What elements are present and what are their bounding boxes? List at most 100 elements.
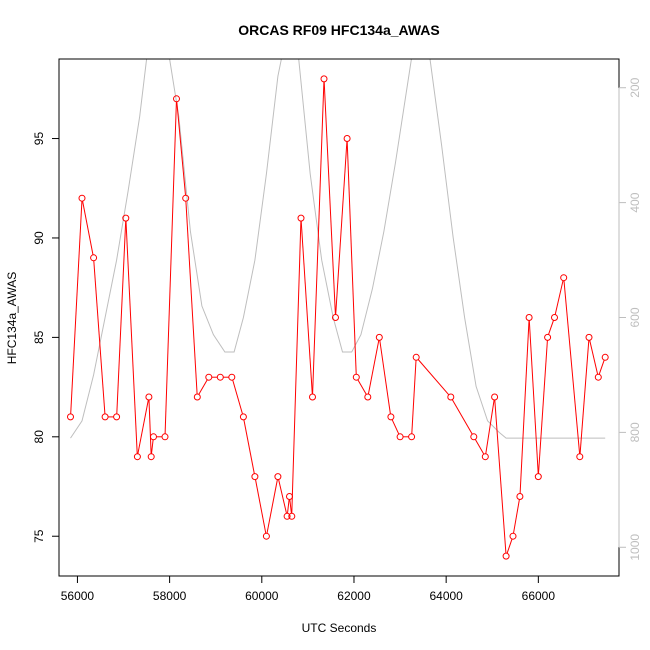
y-tick-label: 90	[32, 231, 46, 245]
secondary-series-line	[70, 59, 606, 439]
series-segment	[391, 419, 400, 435]
series-segment	[151, 439, 154, 454]
series-segment	[82, 201, 94, 255]
series-segment	[93, 260, 106, 414]
x-tick-label: 56000	[61, 589, 95, 603]
data-point	[343, 135, 351, 142]
data-point	[560, 274, 568, 282]
data-point	[286, 493, 293, 500]
y2-axis: 200 400 600 800 1000	[618, 77, 642, 561]
data-point	[297, 214, 305, 222]
data-point	[544, 333, 552, 341]
y2-tick-label: 600	[628, 307, 642, 327]
data-point	[288, 512, 296, 520]
series-segment	[598, 359, 605, 375]
data-point	[78, 194, 86, 202]
series-segment	[312, 81, 325, 395]
series-segment	[548, 320, 554, 335]
data-point	[216, 373, 224, 381]
data-point	[90, 254, 98, 262]
data-point	[525, 314, 533, 321]
x-tick-label: 66000	[522, 589, 556, 603]
series-segment	[579, 340, 590, 454]
x-tick-label: 58000	[153, 589, 187, 603]
series-segment	[589, 340, 599, 375]
series-segment	[451, 399, 473, 435]
data-point	[594, 373, 602, 381]
series-segment	[335, 141, 348, 315]
series-segment	[266, 479, 278, 534]
data-point	[283, 512, 291, 520]
chart-title: ORCAS RF09 HFC134a_AWAS	[238, 22, 440, 38]
data-point	[173, 95, 180, 103]
data-point	[412, 353, 420, 361]
y2-tick-label: 800	[628, 422, 642, 442]
data-point	[408, 433, 416, 441]
series-segment	[300, 221, 313, 395]
x-tick-label: 60000	[245, 589, 279, 603]
data-point	[150, 433, 157, 441]
x-tick-label: 62000	[337, 589, 371, 603]
data-point	[113, 413, 121, 421]
data-point	[551, 314, 558, 321]
data-point	[601, 353, 609, 361]
series-segment	[287, 499, 290, 514]
data-point	[352, 373, 360, 381]
series-segment	[554, 280, 564, 315]
data-point	[161, 433, 169, 441]
data-point	[67, 413, 74, 421]
y-tick-label: 80	[32, 430, 46, 444]
y-tick-label: 85	[32, 330, 46, 344]
series-segment	[255, 479, 267, 534]
series-segment	[243, 419, 255, 474]
data-point	[205, 373, 213, 381]
series-segment	[563, 280, 581, 454]
series-segment	[538, 340, 548, 474]
series-segment	[411, 360, 417, 434]
series-segment	[474, 439, 485, 455]
series-segment	[528, 320, 539, 474]
series-segment	[176, 101, 186, 196]
secondary-series-layer	[70, 59, 606, 439]
data-point	[534, 473, 542, 481]
data-point	[122, 214, 130, 222]
series-segment	[198, 379, 208, 395]
data-point	[133, 453, 141, 461]
data-point	[193, 393, 201, 401]
series-segment	[485, 399, 495, 454]
y-tick-label: 95	[32, 132, 46, 146]
data-point	[375, 333, 383, 341]
series-segment	[417, 359, 450, 396]
y-axis: 75 80 85 90 95	[32, 132, 60, 543]
data-point	[145, 393, 153, 401]
series-segment	[185, 201, 198, 395]
data-point	[251, 473, 259, 481]
data-point	[470, 433, 478, 441]
series-segment	[289, 499, 292, 514]
series-segment	[323, 81, 336, 315]
data-point	[239, 413, 247, 421]
data-point	[516, 493, 524, 500]
series-segment	[70, 201, 83, 414]
series-segment	[494, 399, 507, 554]
y-tick-label: 75	[32, 529, 46, 543]
data-point	[509, 532, 517, 540]
series-segment	[148, 399, 152, 454]
x-axis: 56000 58000 60000 62000 64000 66000	[61, 575, 556, 603]
data-point	[396, 433, 404, 441]
data-point	[576, 453, 584, 461]
data-point	[502, 552, 510, 560]
data-point	[387, 413, 395, 421]
series-segment	[164, 101, 177, 434]
data-point	[320, 75, 328, 83]
series-segment	[232, 379, 243, 415]
data-point	[147, 453, 155, 461]
data-point	[274, 473, 282, 481]
data-point	[447, 393, 455, 401]
series-segment	[291, 221, 302, 514]
y2-tick-label: 200	[628, 77, 642, 97]
x-axis-label: UTC Seconds	[302, 621, 377, 635]
data-point	[332, 314, 339, 321]
series-segment	[125, 221, 138, 454]
data-point	[182, 194, 190, 202]
